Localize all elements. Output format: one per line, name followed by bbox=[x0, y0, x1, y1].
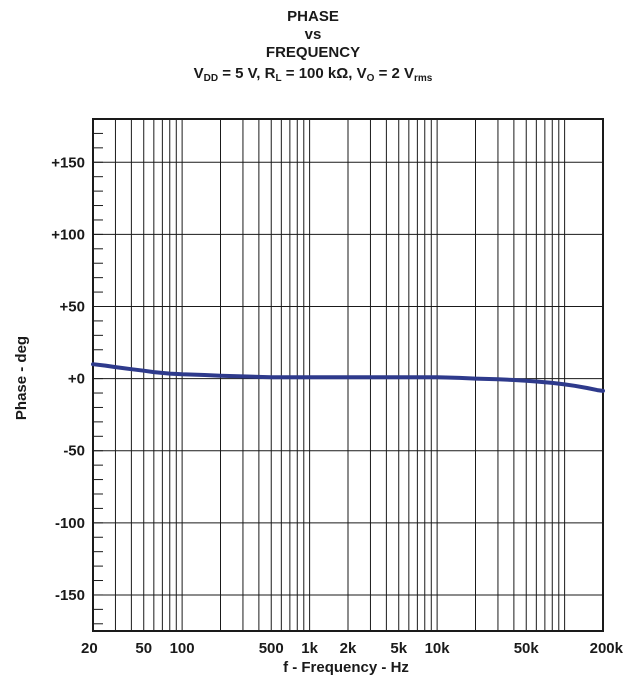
rl-value: = 100 kΩ, bbox=[281, 65, 357, 82]
rl-symbol: R bbox=[264, 65, 276, 82]
y-tick-label: +50 bbox=[60, 298, 85, 315]
chart-title: PHASE vs FREQUENCY VDD = 5 V, RL = 100 k… bbox=[0, 8, 626, 84]
x-tick-label: 1k bbox=[301, 640, 318, 657]
x-tick-label: 5k bbox=[390, 640, 407, 657]
rl-subscript: L bbox=[275, 73, 282, 84]
y-tick-label: +150 bbox=[51, 154, 85, 171]
x-axis-label: f - Frequency - Hz bbox=[283, 659, 409, 676]
x-tick-label: 100 bbox=[170, 640, 195, 657]
x-axis-ticks: 20 50 100 500 1k 2k 5k 10k 50k 200k bbox=[81, 640, 624, 657]
vo-value: = 2 V bbox=[374, 65, 415, 82]
series-line bbox=[91, 362, 605, 393]
x-tick-label: 50 bbox=[135, 640, 152, 657]
x-tick-label: 50k bbox=[514, 640, 540, 657]
y-tick-label: -150 bbox=[55, 587, 85, 604]
x-tick-label: 20 bbox=[81, 640, 98, 657]
vo-symbol: V bbox=[356, 65, 367, 82]
y-tick-label: -100 bbox=[55, 515, 85, 532]
x-tick-label: 2k bbox=[340, 640, 357, 657]
series-layer bbox=[91, 362, 605, 393]
vdd-symbol: V bbox=[193, 65, 204, 82]
vo-unit-subscript: rms bbox=[414, 73, 433, 84]
vdd-subscript: DD bbox=[203, 73, 219, 84]
vdd-value: = 5 V, bbox=[218, 65, 265, 82]
title-line-1: PHASE bbox=[287, 8, 339, 25]
x-tick-label: 10k bbox=[425, 640, 451, 657]
y-tick-label: +0 bbox=[68, 371, 85, 388]
x-tick-label: 200k bbox=[590, 640, 624, 657]
title-line-3: FREQUENCY bbox=[265, 44, 361, 61]
y-axis-ticks: +150 +100 +50 +0 -50 -100 -150 bbox=[51, 154, 85, 604]
y-tick-label: +100 bbox=[51, 226, 85, 243]
title-line-2: vs bbox=[304, 26, 322, 43]
x-tick-label: 500 bbox=[259, 640, 284, 657]
y-tick-label: -50 bbox=[63, 443, 85, 460]
y-axis-label: Phase - deg bbox=[13, 336, 30, 420]
chart-subtitle: VDD = 5 V, RL = 100 kΩ, VO = 2 Vrms bbox=[0, 65, 626, 84]
vo-subscript: O bbox=[366, 73, 375, 84]
